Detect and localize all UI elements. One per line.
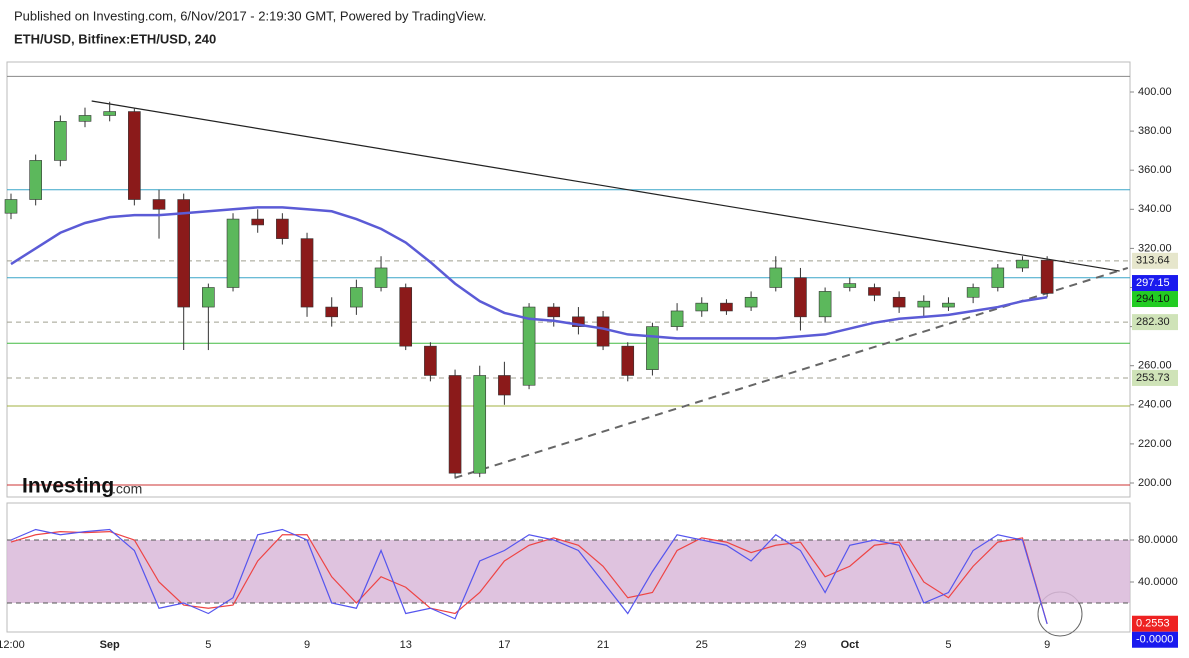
candle-body	[128, 111, 141, 200]
candle-body	[448, 375, 462, 474]
published-note: Published on Investing.com, 6/Nov/2017 -…	[14, 8, 486, 23]
candle-body	[300, 238, 314, 308]
trendline	[454, 266, 1129, 479]
candle-body	[695, 302, 709, 312]
price-label-box	[1132, 369, 1178, 386]
x-tick-label: 17	[498, 639, 510, 651]
price-label: 282.30	[1136, 316, 1170, 328]
candle-body	[399, 287, 413, 347]
x-tick-label: 9	[304, 639, 310, 651]
price-label-box	[1132, 252, 1178, 269]
candle-body	[547, 306, 561, 318]
candle-body	[1016, 259, 1029, 269]
x-tick-label: 13	[400, 639, 412, 651]
candle-body	[818, 291, 832, 318]
x-tick-label: 5	[205, 639, 211, 651]
candle-body	[54, 121, 67, 161]
candle-body	[350, 287, 363, 308]
candle-body	[720, 302, 733, 312]
price-label: 253.73	[1136, 372, 1170, 384]
price-label-box	[1132, 314, 1178, 331]
y-tick-label: 220.00	[1138, 438, 1172, 450]
candle-body	[152, 199, 166, 210]
candle-body	[251, 218, 264, 226]
price-label-box	[1132, 615, 1178, 632]
x-tick-label: 9	[1044, 639, 1050, 651]
logo-suffix: .com	[112, 481, 142, 497]
candle-body	[473, 375, 487, 474]
price-label-box	[1132, 275, 1178, 292]
x-tick-label: 5	[945, 639, 951, 651]
price-label: 313.64	[1136, 255, 1170, 267]
candle-body	[1040, 259, 1054, 294]
candle-body	[621, 345, 635, 376]
candle-body	[103, 111, 116, 116]
candle-body	[572, 316, 585, 327]
candle-body	[424, 345, 437, 376]
candle-body	[966, 287, 980, 298]
candle-body	[29, 160, 42, 200]
candle-body	[276, 218, 289, 239]
logo-name: Investing	[22, 475, 114, 498]
candle-body	[991, 267, 1005, 288]
price-label: 297.15	[1136, 277, 1170, 289]
y-tick-label: 200.00	[1138, 477, 1172, 489]
y-tick-label: 400.00	[1138, 86, 1172, 98]
x-tick-label: 12:00	[0, 639, 25, 651]
price-label: -0.0000	[1136, 634, 1173, 646]
trendline	[91, 100, 1120, 272]
x-tick-label: 21	[597, 639, 609, 651]
moving-average	[10, 206, 1048, 340]
candle-body	[522, 306, 536, 386]
x-tick-label: Oct	[841, 639, 860, 651]
candle-body	[942, 302, 955, 308]
candle-body	[202, 287, 215, 308]
price-panel	[6, 61, 1131, 498]
candle-body	[917, 300, 931, 308]
candle-body	[78, 115, 92, 122]
y-tick-label: 240.00	[1138, 399, 1172, 411]
y-tick-label: 340.00	[1138, 203, 1172, 215]
x-tick-label: 29	[794, 639, 806, 651]
y-tick-label: 380.00	[1138, 125, 1172, 137]
candle-body	[177, 199, 190, 308]
candle-body	[843, 283, 857, 288]
candle-body	[374, 267, 388, 288]
x-tick-label: 25	[696, 639, 708, 651]
price-label: 0.2553	[1136, 618, 1170, 630]
candle-body	[769, 267, 783, 288]
y-tick-label: 320.00	[1138, 242, 1172, 254]
y-tick-label: 260.00	[1138, 360, 1172, 372]
price-label: 294.10	[1136, 293, 1170, 305]
candle-body	[325, 306, 339, 318]
stoch-line	[10, 530, 1048, 624]
stoch-band	[7, 540, 1130, 603]
candle-body	[794, 277, 807, 318]
y-tick-label: 360.00	[1138, 164, 1172, 176]
symbol-title: ETH/USD, Bitfinex:ETH/USD, 240	[14, 31, 216, 46]
candle-body	[226, 218, 240, 288]
candle-body	[646, 326, 659, 370]
candle-body	[670, 310, 684, 327]
x-tick-label: Sep	[100, 639, 120, 651]
y-tick-label: 80.0000	[1138, 534, 1178, 546]
candle-body	[4, 199, 18, 214]
stoch-line	[10, 528, 1048, 625]
candle-body	[868, 287, 881, 296]
candle-body	[596, 316, 610, 347]
y-tick-label: 40.0000	[1138, 576, 1178, 588]
candle-body	[498, 375, 511, 396]
price-label-box	[1132, 291, 1178, 308]
candle-body	[892, 296, 906, 308]
price-label-box	[1132, 631, 1178, 648]
candle-body	[744, 296, 758, 308]
